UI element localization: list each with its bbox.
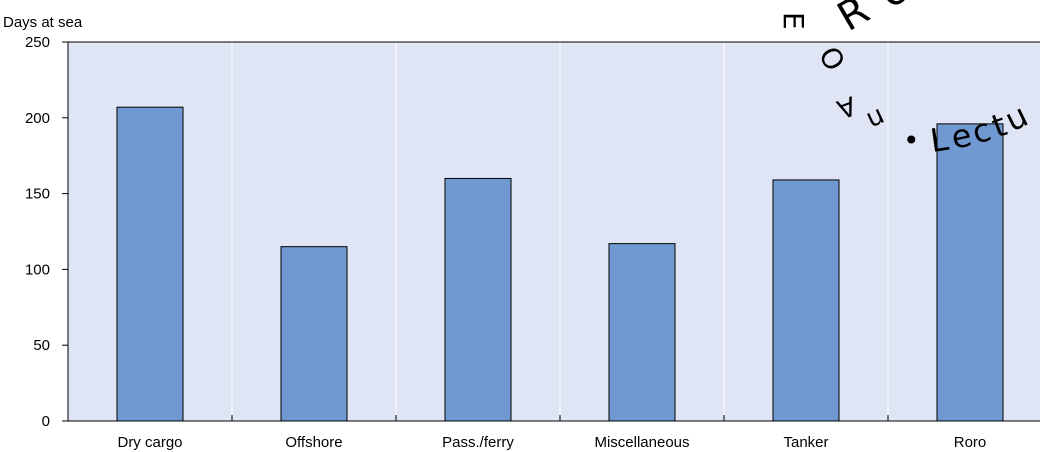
y-tick-label: 200 [25, 110, 50, 127]
watermark-letter-e2: e [869, 0, 919, 17]
x-tick-label: Offshore [285, 434, 342, 451]
x-tick-label: Roro [954, 434, 987, 451]
watermark-letter-l: L [928, 120, 951, 160]
bar [608, 243, 676, 422]
bars-group [116, 106, 1004, 422]
watermark-bullet: • [903, 124, 920, 157]
y-tick-label: 0 [42, 413, 50, 430]
y-tick-label: 100 [25, 261, 50, 278]
bar [444, 177, 512, 422]
x-tick-label: Miscellaneous [594, 434, 689, 451]
watermark-letter-r: R [830, 0, 877, 41]
y-axis-title: Days at sea [3, 14, 83, 31]
x-tick-label: Dry cargo [117, 434, 182, 451]
y-axis-ticks: 0 50 100 150 200 250 [25, 34, 68, 430]
vertical-gridlines [231, 42, 889, 421]
bar [280, 246, 348, 422]
bar [116, 106, 184, 422]
bar [772, 179, 840, 422]
x-axis-ticks: Dry cargo Offshore Pass./ferry Miscellaneou… [117, 415, 986, 451]
x-tick-label: Pass./ferry [442, 434, 514, 451]
y-tick-label: 150 [25, 186, 50, 203]
plot-background [68, 42, 1040, 421]
x-tick-label: Tanker [783, 434, 828, 451]
watermark-letter-e: E [777, 12, 810, 30]
bar [936, 123, 1004, 422]
y-tick-label: 250 [25, 34, 50, 51]
y-tick-label: 50 [33, 337, 50, 354]
